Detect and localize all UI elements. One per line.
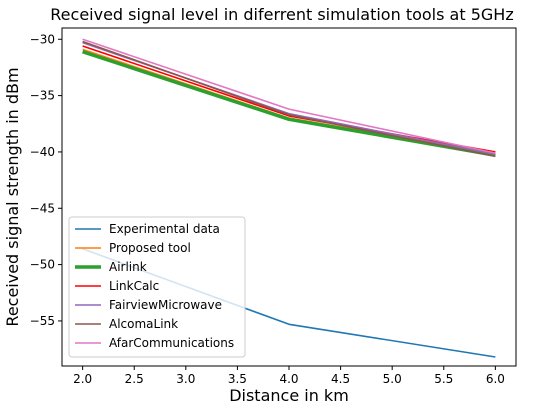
y-axis-ticks: −30 −35 −40 −45 −50 −55 xyxy=(30,32,62,328)
legend: Experimental data Proposed tool Airlink Lin… xyxy=(68,216,246,358)
legend-label: AfarCommunications xyxy=(109,336,234,350)
y-axis-label: Received signal strength in dBm xyxy=(3,67,22,326)
x-tick-label: 3.5 xyxy=(228,372,247,386)
x-tick-label: 4.0 xyxy=(279,372,298,386)
y-tick-label: −30 xyxy=(30,32,55,46)
legend-label: LinkCalc xyxy=(109,279,159,293)
x-tick-label: 5.0 xyxy=(383,372,402,386)
legend-label: Airlink xyxy=(109,260,147,274)
x-tick-label: 2.5 xyxy=(125,372,144,386)
series-line-alcomalink xyxy=(82,40,496,158)
x-tick-label: 3.0 xyxy=(176,372,195,386)
legend-label: FairviewMicrowave xyxy=(109,298,222,312)
series-lines xyxy=(82,38,496,358)
legend-label: Proposed tool xyxy=(109,241,191,255)
y-tick-label: −50 xyxy=(30,258,55,272)
x-axis-label: Distance in km xyxy=(229,386,349,405)
legend-label: Experimental data xyxy=(109,222,220,236)
x-axis-ticks: 2.0 2.5 3.0 3.5 4.0 4.5 5.0 5.5 6.0 xyxy=(73,366,505,386)
x-tick-label: 2.0 xyxy=(73,372,92,386)
x-tick-label: 4.5 xyxy=(331,372,350,386)
y-tick-label: −45 xyxy=(30,201,55,215)
legend-box xyxy=(68,216,246,358)
y-tick-label: −35 xyxy=(30,89,55,103)
series-line-afarcommunications xyxy=(82,38,496,154)
legend-label: AlcomaLink xyxy=(109,317,178,331)
y-tick-label: −55 xyxy=(30,314,55,328)
y-tick-label: −40 xyxy=(30,145,55,159)
x-tick-label: 6.0 xyxy=(486,372,505,386)
x-tick-label: 5.5 xyxy=(434,372,453,386)
chart-title: Received signal level in diferrent simul… xyxy=(50,5,513,24)
